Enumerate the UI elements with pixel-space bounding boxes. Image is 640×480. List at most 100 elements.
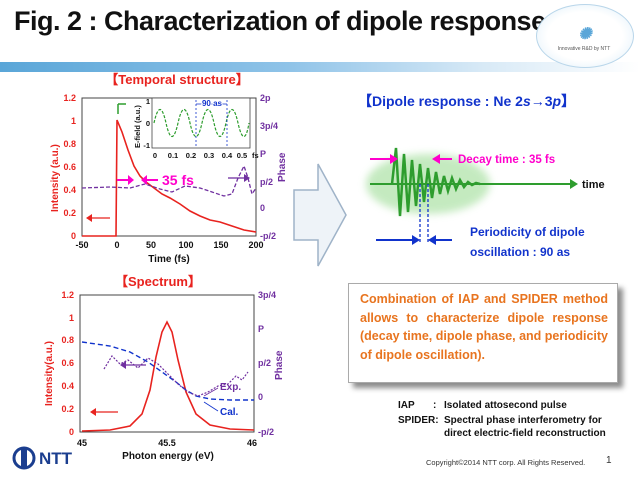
- svg-text:✺: ✺: [578, 26, 593, 43]
- temporal-y-tick: 1: [71, 116, 76, 126]
- decay-arrowhead-left: [128, 175, 134, 185]
- inset-efield-wave: [153, 108, 250, 138]
- temporal-phase-curve: [81, 164, 257, 197]
- phase-axis-arrowhead: [244, 174, 250, 182]
- logo-caption: Innovative R&D by NTT: [557, 46, 611, 52]
- inset-x-tick: 0.2: [186, 151, 196, 160]
- spectrum-phase-axis-arrowhead: [120, 361, 126, 369]
- temporal-x-label: Time (fs): [148, 254, 190, 265]
- temporal-phase-label: Phase: [277, 152, 288, 182]
- spectrum-intensity-curve: [81, 320, 255, 432]
- temporal-y-label: Intensity (a.u.): [50, 144, 61, 212]
- inset-y-tick: 0: [146, 119, 150, 128]
- spectrum-y-tick: 0.4: [61, 381, 74, 391]
- temporal-phase-tick: -p/2: [260, 231, 276, 241]
- spectrum-chart: 【Spectrum】 1.2 1 0.8 0.6 0.4 0.2 0 45 45…: [44, 274, 285, 462]
- spectrum-phase-tick: 3p/4: [258, 290, 276, 300]
- spectrum-x-tick: 45.5: [158, 438, 176, 448]
- spectrum-x-tick: 45: [77, 438, 87, 448]
- temporal-x-tick: 50: [146, 240, 156, 250]
- inset-frame: [151, 97, 251, 149]
- periodicity-line2: oscillation : 90 as: [470, 245, 570, 259]
- cal-pointer: [203, 401, 219, 412]
- spectrum-intensity-axis-arrowhead: [90, 408, 96, 416]
- dipole-decay-label: Decay time : 35 fs: [458, 154, 555, 166]
- spectrum-phase-tick: -p/2: [258, 427, 274, 437]
- definition-term-spider: SPIDER:: [398, 415, 439, 426]
- page-number: 1: [606, 455, 612, 466]
- inset-x-tick: 0.5: [237, 151, 247, 160]
- spectrum-y-tick: 0: [69, 427, 74, 437]
- definition-sep-iap: :: [433, 400, 437, 411]
- temporal-phase-tick: P: [260, 149, 266, 159]
- temporal-phase-tick: 0: [260, 203, 265, 213]
- temporal-phase-tick: p/2: [260, 177, 273, 187]
- temporal-y-tick: 0.6: [63, 162, 76, 172]
- spectrum-exp-phase-curve: [103, 355, 249, 397]
- temporal-heading: 【Temporal structure】: [105, 72, 249, 87]
- page-title: Fig. 2 : Characterization of dipole resp…: [14, 6, 546, 36]
- spectrum-phase-tick: P: [258, 324, 264, 334]
- spectrum-x-label: Photon energy (eV): [122, 451, 214, 462]
- temporal-y-tick: 0.4: [63, 185, 76, 195]
- temporal-x-tick: -50: [75, 240, 88, 250]
- inset-x-tick: 0.3: [204, 151, 214, 160]
- inset-period-label: 90 as: [202, 99, 223, 108]
- dipole-heading: 【Dipole response : Ne 2s→3p】: [358, 93, 575, 109]
- temporal-x-tick: 200: [248, 240, 263, 250]
- spectrum-phase-tick: p/2: [258, 358, 271, 368]
- spectrum-y-tick: 0.8: [61, 335, 74, 345]
- efield-inset: E-field (a.u.) 1 0 -1 0 0.1 0.2 0.3 0.4 …: [133, 97, 259, 160]
- dipole-response-panel: 【Dipole response : Ne 2s→3p】 time Decay …: [358, 93, 605, 259]
- inset-x-tick: 0.4: [222, 151, 233, 160]
- ntt-logo-icon: [12, 446, 36, 470]
- temporal-phase-tick: 3p/4: [260, 121, 278, 131]
- dipole-time-label: time: [582, 179, 605, 191]
- spectrum-plot-frame: [79, 294, 255, 433]
- spectrum-y-tick: 0.2: [61, 404, 74, 414]
- spectrum-exp-label: Exp.: [220, 382, 241, 393]
- temporal-y-tick: 1.2: [63, 93, 76, 103]
- title-underline-bar: [0, 62, 640, 72]
- intensity-axis-arrowhead: [86, 214, 92, 222]
- definition-term-iap: IAP: [398, 400, 415, 411]
- copyright-text: Copyright©2014 NTT corp. All Rights Rese…: [426, 458, 586, 467]
- ntt-rd-logo: ✺: [536, 4, 634, 68]
- summary-box: [348, 283, 618, 383]
- ntt-logo-text: NTT: [39, 449, 73, 468]
- spectrum-cal-label: Cal.: [220, 407, 239, 418]
- time-axis-arrowhead: [570, 179, 578, 189]
- definition-text-spider-2: direct electric-field reconstruction: [444, 428, 606, 439]
- temporal-x-tick: 150: [213, 240, 228, 250]
- temporal-y-tick: 0.8: [63, 139, 76, 149]
- temporal-y-tick: 0.2: [63, 208, 76, 218]
- temporal-structure-chart: 【Temporal structure】 1.2 1 0.8 0.6 0.4 0…: [50, 72, 288, 265]
- decay-arrowhead-right: [141, 175, 147, 185]
- inset-x-unit: fs: [252, 151, 259, 160]
- inset-y-label: E-field (a.u.): [133, 105, 142, 148]
- dipole-oscillation-curve: [390, 147, 481, 217]
- definition-text-iap: Isolated attosecond pulse: [444, 400, 567, 411]
- spectrum-x-tick: 46: [247, 438, 257, 448]
- exp-pointer: [203, 387, 219, 397]
- spider-logo-icon: ✺: [578, 26, 593, 43]
- temporal-decay-label: 35 fs: [162, 172, 194, 188]
- temporal-x-tick: 0: [114, 240, 119, 250]
- spectrum-y-label: Intensity(a.u.): [44, 341, 55, 406]
- spectrum-phase-tick: 0: [258, 392, 263, 402]
- spectrum-y-tick: 1.2: [61, 290, 74, 300]
- inset-y-tick: 1: [146, 97, 150, 106]
- temporal-phase-tick: 2p: [260, 93, 271, 103]
- periodicity-line1: Periodicity of dipole: [470, 225, 585, 239]
- inset-y-tick: -1: [143, 141, 150, 150]
- inset-x-tick: 0: [153, 151, 157, 160]
- spectrum-y-tick: 0.6: [61, 358, 74, 368]
- flow-arrow-icon: [293, 163, 347, 267]
- spectrum-phase-label: Phase: [274, 350, 285, 380]
- temporal-intensity-curve: [82, 119, 257, 237]
- summary-text: Combination of IAP and SPIDER method all…: [360, 292, 608, 362]
- inset-x-tick: 0.1: [168, 151, 178, 160]
- definition-text-spider-1: Spectral phase interferometry for: [444, 415, 602, 426]
- temporal-y-tick: 0: [71, 231, 76, 241]
- spectrum-heading: 【Spectrum】: [115, 274, 201, 289]
